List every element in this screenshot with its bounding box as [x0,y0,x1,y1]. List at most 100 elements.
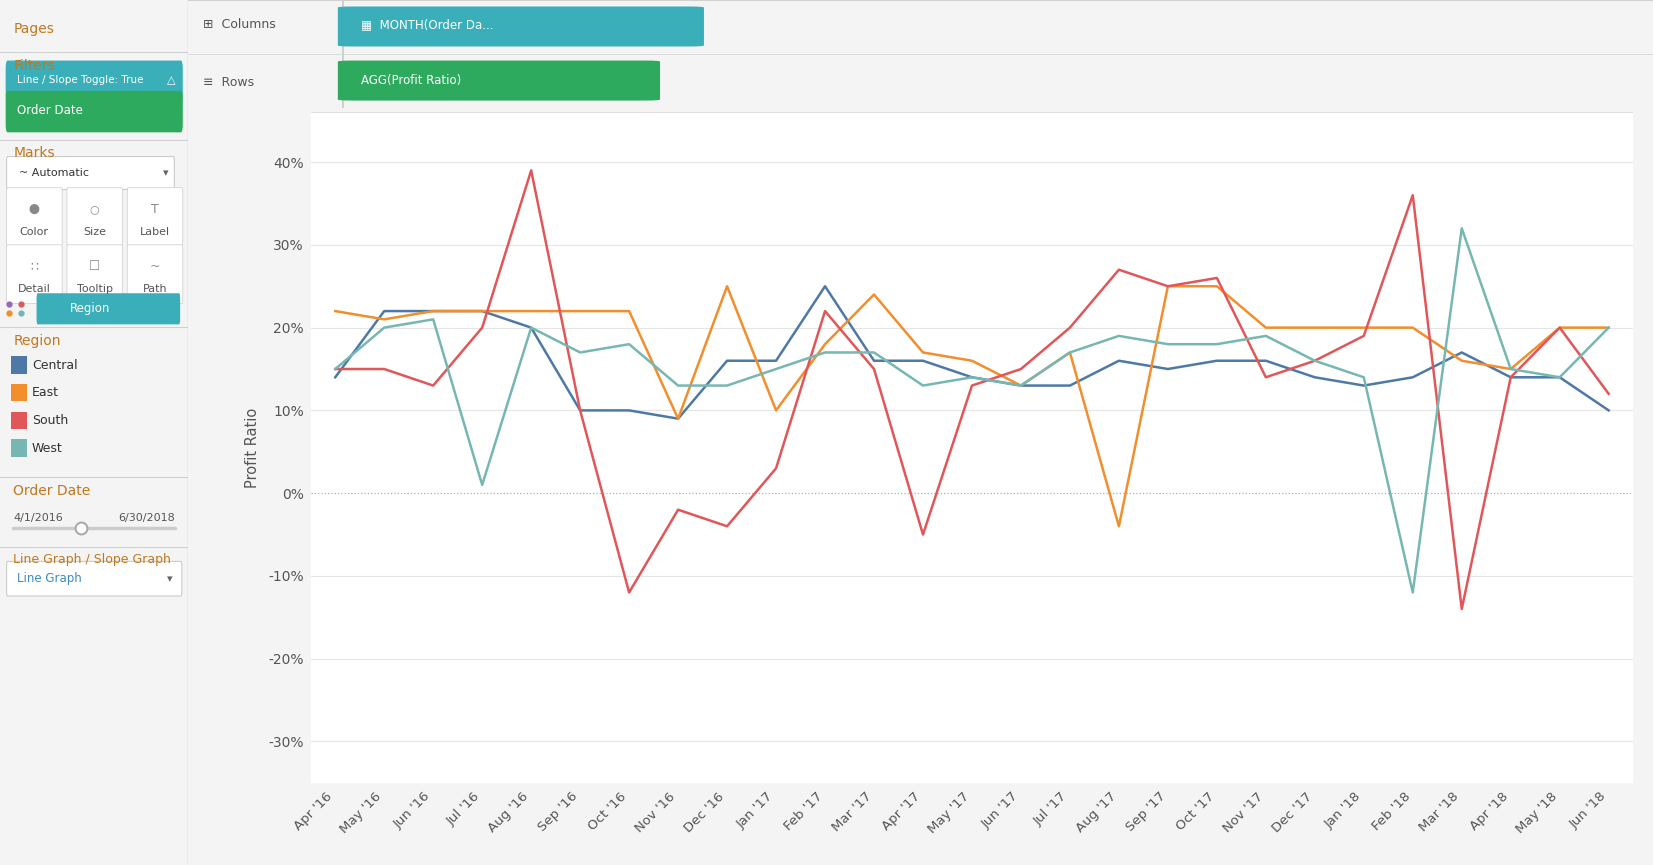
West [865,347,884,357]
South [1403,190,1423,201]
Text: ~ Automatic: ~ Automatic [18,168,89,178]
Central [865,356,884,366]
South [473,323,493,333]
FancyBboxPatch shape [7,188,63,247]
Text: T: T [150,202,159,216]
East [1256,323,1276,333]
South [374,364,393,375]
Text: Color: Color [20,227,50,237]
Text: 6/30/2018: 6/30/2018 [119,513,175,523]
East [1354,323,1374,333]
South [521,165,541,176]
Central [1403,372,1423,382]
Line: South: South [336,170,1608,609]
Central [912,356,932,366]
East [1109,521,1129,531]
East [1598,323,1618,333]
West [1598,323,1618,333]
South [668,504,688,515]
Text: Line / Slope Toggle: True: Line / Slope Toggle: True [17,75,144,86]
Text: East: East [31,386,60,400]
Text: ⬤: ⬤ [28,204,40,215]
Central [765,356,785,366]
Text: ▦  MONTH(Order Da...: ▦ MONTH(Order Da... [362,18,494,31]
Text: ▾: ▾ [164,168,169,178]
South [962,381,982,391]
Central [423,306,443,317]
South [1598,388,1618,399]
FancyBboxPatch shape [127,245,183,304]
FancyBboxPatch shape [337,61,660,100]
South [1012,364,1031,375]
FancyBboxPatch shape [66,188,122,247]
FancyBboxPatch shape [7,245,63,304]
Line: Central: Central [336,286,1608,419]
West [1109,330,1129,341]
Central [1304,372,1324,382]
Central [1451,347,1471,357]
Bar [12,412,28,429]
Central [717,356,737,366]
West [1256,330,1276,341]
South [1060,323,1079,333]
Central [1598,405,1618,415]
FancyBboxPatch shape [337,6,704,47]
Line: West: West [336,228,1608,593]
West [1060,347,1079,357]
East [815,339,835,349]
Bar [12,439,28,457]
FancyBboxPatch shape [66,245,122,304]
East [570,306,590,317]
West [1501,364,1521,375]
South [765,463,785,473]
Text: South: South [31,413,68,427]
Text: Pages: Pages [13,22,55,35]
South [865,364,884,375]
East [668,413,688,424]
Text: ☐: ☐ [89,260,101,273]
West [668,381,688,391]
Bar [12,384,28,401]
West [1354,372,1374,382]
Central [1012,381,1031,391]
West [521,323,541,333]
Central [1109,356,1129,366]
East [620,306,640,317]
East [1207,281,1227,292]
Central [1060,381,1079,391]
East [1060,347,1079,357]
West [1403,587,1423,598]
Text: Central: Central [31,358,78,372]
West [1451,223,1471,234]
East [1451,356,1471,366]
West [717,381,737,391]
South [1451,604,1471,614]
South [570,405,590,415]
West [1551,372,1570,382]
West [1012,381,1031,391]
East [473,306,493,317]
South [815,306,835,317]
Central [374,306,393,317]
East [521,306,541,317]
Text: ○: ○ [89,204,99,215]
Central [620,405,640,415]
East [765,405,785,415]
East [962,356,982,366]
Central [521,323,541,333]
West [912,381,932,391]
South [912,529,932,540]
Central [1501,372,1521,382]
West [374,323,393,333]
Central [1551,372,1570,382]
East [865,289,884,299]
Text: △: △ [167,75,175,86]
Y-axis label: Profit Ratio: Profit Ratio [245,407,260,488]
East [717,281,737,292]
FancyBboxPatch shape [36,293,180,324]
FancyBboxPatch shape [5,61,183,102]
FancyBboxPatch shape [5,91,183,132]
Central [326,372,345,382]
Text: Label: Label [141,227,170,237]
West [423,314,443,324]
